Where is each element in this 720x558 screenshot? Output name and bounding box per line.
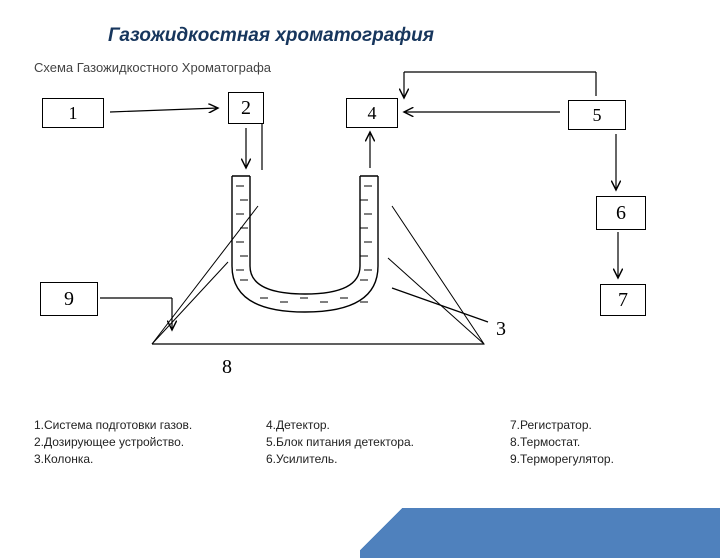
node-b9: 9 xyxy=(40,282,98,316)
legend-0-2: 3.Колонка. xyxy=(34,452,93,466)
node-b2: 2 xyxy=(228,92,264,124)
legend-2-0: 7.Регистратор. xyxy=(510,418,592,432)
node-b7: 7 xyxy=(600,284,646,316)
label-l3: 3 xyxy=(496,318,506,341)
slide-accent xyxy=(360,508,720,558)
legend-1-0: 4.Детектор. xyxy=(266,418,330,432)
label-l8: 8 xyxy=(222,356,232,379)
legend-0-1: 2.Дозирующее устройство. xyxy=(34,435,184,449)
subtitle: Схема Газожидкостного Хроматографа xyxy=(34,60,271,75)
legend-2-1: 8.Термостат. xyxy=(510,435,580,449)
node-b4: 4 xyxy=(346,98,398,128)
node-b5: 5 xyxy=(568,100,626,130)
legend-0-0: 1.Система подготовки газов. xyxy=(34,418,192,432)
node-b6: 6 xyxy=(596,196,646,230)
legend-1-2: 6.Усилитель. xyxy=(266,452,337,466)
legend-1-1: 5.Блок питания детектора. xyxy=(266,435,414,449)
node-b1: 1 xyxy=(42,98,104,128)
legend-2-2: 9.Терморегулятор. xyxy=(510,452,614,466)
page-title: Газожидкостная хроматография xyxy=(108,25,434,47)
